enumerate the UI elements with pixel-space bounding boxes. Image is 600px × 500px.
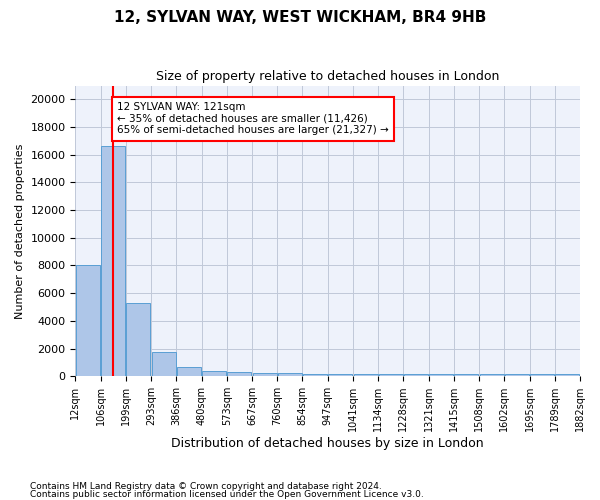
Bar — [353, 374, 377, 376]
Bar — [202, 372, 226, 376]
X-axis label: Distribution of detached houses by size in London: Distribution of detached houses by size … — [172, 437, 484, 450]
Text: Contains HM Land Registry data © Crown copyright and database right 2024.: Contains HM Land Registry data © Crown c… — [30, 482, 382, 491]
Bar — [101, 146, 125, 376]
Text: 12, SYLVAN WAY, WEST WICKHAM, BR4 9HB: 12, SYLVAN WAY, WEST WICKHAM, BR4 9HB — [114, 10, 486, 25]
Bar — [454, 374, 478, 376]
Bar — [379, 374, 403, 376]
Bar — [429, 374, 453, 376]
Bar — [177, 366, 201, 376]
Bar — [530, 374, 554, 376]
Bar — [505, 374, 529, 376]
Bar — [556, 374, 580, 376]
Bar — [404, 374, 428, 376]
Bar — [152, 352, 176, 376]
Y-axis label: Number of detached properties: Number of detached properties — [15, 143, 25, 318]
Bar — [253, 374, 277, 376]
Bar — [303, 374, 327, 376]
Text: Contains public sector information licensed under the Open Government Licence v3: Contains public sector information licen… — [30, 490, 424, 499]
Bar — [328, 374, 352, 376]
Bar — [480, 374, 503, 376]
Bar — [76, 265, 100, 376]
Bar — [127, 303, 151, 376]
Title: Size of property relative to detached houses in London: Size of property relative to detached ho… — [156, 70, 499, 83]
Text: 12 SYLVAN WAY: 121sqm
← 35% of detached houses are smaller (11,426)
65% of semi-: 12 SYLVAN WAY: 121sqm ← 35% of detached … — [117, 102, 389, 136]
Bar — [278, 374, 302, 376]
Bar — [227, 372, 251, 376]
